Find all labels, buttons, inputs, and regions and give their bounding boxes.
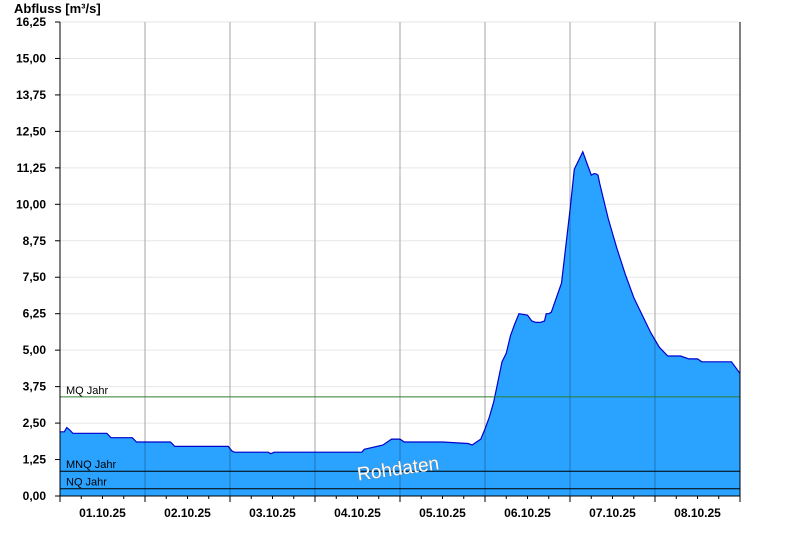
x-tick-label: 01.10.25 [79,506,126,520]
y-tick-label: 12,50 [16,124,46,138]
discharge-line [60,150,741,455]
x-tick-label: 03.10.25 [249,506,296,520]
grid-layer [60,21,740,497]
y-tick-label: 3,75 [23,380,47,394]
y-tick-label: 16,25 [16,15,46,29]
x-tick-label: 04.10.25 [334,506,381,520]
y-tick-label: 2,50 [23,416,47,430]
y-tick-label: 13,75 [16,88,46,102]
reference-label: MNQ Jahr [66,459,116,471]
x-tick-label: 06.10.25 [504,506,551,520]
area-layer [60,22,741,497]
y-tick-label: 0,00 [23,489,47,503]
y-tick-label: 6,25 [23,307,47,321]
x-tick-label: 05.10.25 [419,506,466,520]
y-axis-label: Abfluss [m³/s] [14,1,101,16]
y-tick-label: 5,00 [23,343,47,357]
y-tick-label: 15,00 [16,51,46,65]
y-tick-label: 10,00 [16,197,46,211]
y-tick-label: 8,75 [23,234,47,248]
reference-label: MQ Jahr [66,385,109,397]
x-tick-label: 07.10.25 [589,506,636,520]
reference-lines: MQ Jahr MNQ Jahr NQ Jahr [60,385,740,490]
x-tick-label: 08.10.25 [674,506,721,520]
reference-label: NQ Jahr [66,477,107,489]
discharge-area [60,151,740,497]
y-tick-label: 7,50 [23,270,47,284]
y-tick-label: 11,25 [17,161,47,175]
y-tick-label: 1,25 [23,453,47,467]
x-tick-label: 02.10.25 [164,506,211,520]
axes: 0,00 1,25 2,50 3,75 5,00 6,25 7,50 8,75 10,00 11,… [16,15,741,520]
